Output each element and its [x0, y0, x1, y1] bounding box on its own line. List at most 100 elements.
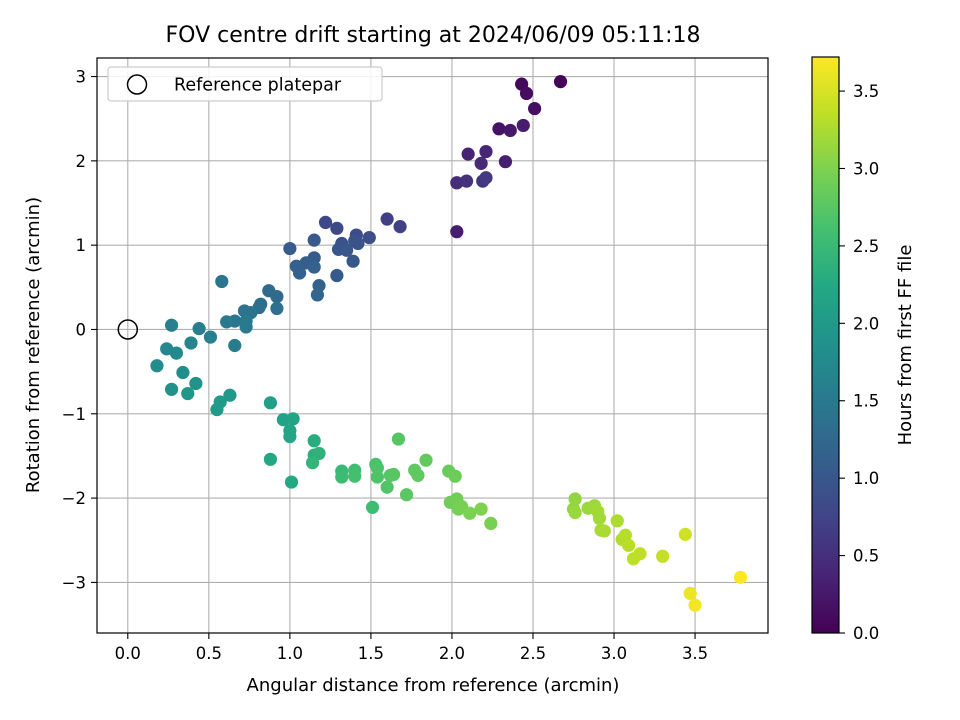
x-tick-label: 1.5	[358, 644, 384, 663]
data-point	[733, 570, 748, 584]
plot-area: 0.0 0.5 1.0 1.5 2.0 2.5 3.0 3.5 −3 −2 −1 0 1 2 3	[62, 57, 769, 663]
data-point	[181, 386, 195, 401]
data-point	[263, 452, 278, 466]
data-point	[164, 318, 179, 332]
colorbar-gradient	[812, 57, 839, 633]
data-point	[176, 365, 190, 380]
data-point	[492, 122, 506, 136]
x-tick-label: 0.0	[115, 644, 141, 663]
colorbar-label: Hours from first FF file	[895, 245, 916, 446]
data-point	[262, 284, 276, 298]
data-point	[618, 528, 632, 542]
legend-marker-icon	[126, 74, 148, 95]
x-tick-label: 3.0	[601, 644, 627, 663]
data-point	[463, 506, 477, 520]
y-tick-label: −1	[62, 405, 86, 424]
data-point	[254, 297, 268, 311]
data-point	[448, 469, 462, 483]
data-point	[450, 176, 464, 190]
data-point	[189, 376, 203, 391]
y-tick-label: −2	[62, 489, 86, 508]
x-tick-label: 1.0	[277, 644, 303, 663]
data-point	[633, 547, 647, 561]
data-point	[318, 215, 333, 230]
data-point	[330, 221, 344, 235]
data-point	[484, 516, 498, 530]
data-point	[270, 301, 284, 316]
data-point	[380, 480, 394, 494]
colorbar-tick-label: 3.0	[853, 159, 879, 178]
data-point	[184, 336, 198, 350]
data-point	[150, 359, 164, 373]
data-point	[220, 315, 234, 329]
y-tick-label: 0	[76, 320, 87, 339]
plot-frame	[96, 57, 769, 634]
data-point	[568, 492, 582, 506]
data-point	[380, 212, 394, 226]
data-point	[474, 156, 488, 170]
data-point	[365, 500, 380, 514]
colorbar: 0.0 0.5 1.0 1.5 2.0 2.5 3.0 3.5 Hours from firs…	[811, 56, 916, 643]
colorbar-ticks: 0.0 0.5 1.0 1.5 2.0 2.5 3.0 3.5	[839, 82, 879, 643]
y-tick-label: 1	[76, 236, 87, 255]
colorbar-tick-label: 2.0	[853, 314, 879, 333]
x-tick-label: 3.5	[682, 644, 708, 663]
x-axis-label: Angular distance from reference (arcmin)	[247, 675, 620, 696]
data-point	[284, 475, 299, 489]
colorbar-frame	[811, 56, 840, 634]
x-tick-label: 2.5	[520, 644, 546, 663]
reference-point-marker	[117, 319, 139, 340]
chart-title: FOV centre drift starting at 2024/06/09 …	[166, 23, 701, 48]
data-point	[387, 467, 401, 482]
data-point	[393, 220, 407, 234]
data-point	[370, 470, 384, 484]
legend-label: Reference platepar	[174, 76, 342, 96]
data-point	[286, 412, 300, 426]
colorbar-tick-label: 0.5	[853, 547, 879, 566]
data-point	[678, 527, 692, 541]
data-point	[312, 446, 326, 461]
data-point	[459, 174, 474, 188]
data-point	[223, 388, 237, 402]
colorbar-tick-label: 1.5	[853, 392, 879, 411]
y-tick-label: −3	[62, 573, 86, 592]
data-point	[450, 225, 464, 239]
data-point	[351, 236, 365, 251]
data-point	[610, 514, 624, 528]
data-point	[305, 456, 320, 470]
data-point	[203, 330, 218, 344]
colorbar-tick-label: 1.0	[853, 469, 879, 488]
data-point	[283, 241, 297, 256]
y-axis-ticks: −3 −2 −1 0 1 2 3	[62, 68, 97, 592]
data-point	[169, 346, 184, 360]
data-point	[597, 524, 611, 538]
data-point	[283, 429, 297, 444]
colorbar-tick-label: 2.5	[853, 237, 879, 256]
data-point	[292, 266, 307, 280]
data-point	[683, 586, 697, 600]
data-point	[503, 123, 517, 138]
data-point	[346, 254, 360, 268]
data-point	[568, 505, 582, 520]
data-point	[461, 147, 475, 161]
data-point	[307, 434, 321, 448]
data-point	[656, 549, 670, 563]
data-point	[479, 171, 493, 185]
data-point	[348, 469, 362, 483]
x-tick-label: 2.0	[439, 644, 465, 663]
x-tick-label: 0.5	[196, 644, 222, 663]
y-axis-label: Rotation from reference (arcmin)	[23, 197, 44, 493]
data-point	[688, 598, 702, 612]
colorbar-tick-label: 3.5	[853, 82, 879, 101]
data-point	[592, 511, 607, 525]
data-point	[474, 502, 488, 516]
data-point	[210, 402, 224, 417]
data-point	[339, 243, 354, 257]
data-point	[263, 396, 278, 410]
plot-background	[97, 58, 768, 633]
data-point	[307, 233, 321, 247]
data-point	[239, 320, 253, 334]
data-point	[528, 101, 542, 116]
data-points	[150, 75, 748, 612]
